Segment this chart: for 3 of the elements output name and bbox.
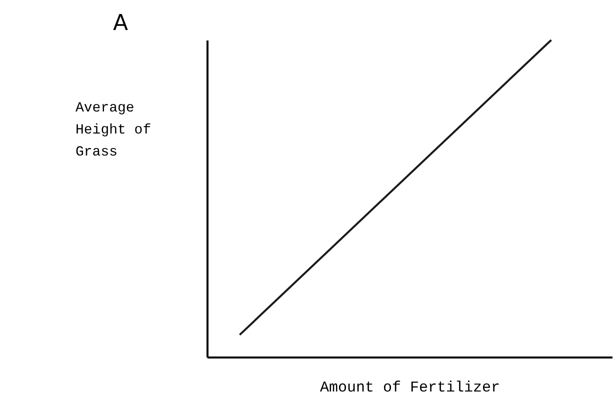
chart-title: A: [113, 11, 128, 36]
y-axis-title: Average Height of Grass: [76, 100, 152, 160]
x-axis-title: Amount of Fertilizer: [320, 380, 500, 396]
